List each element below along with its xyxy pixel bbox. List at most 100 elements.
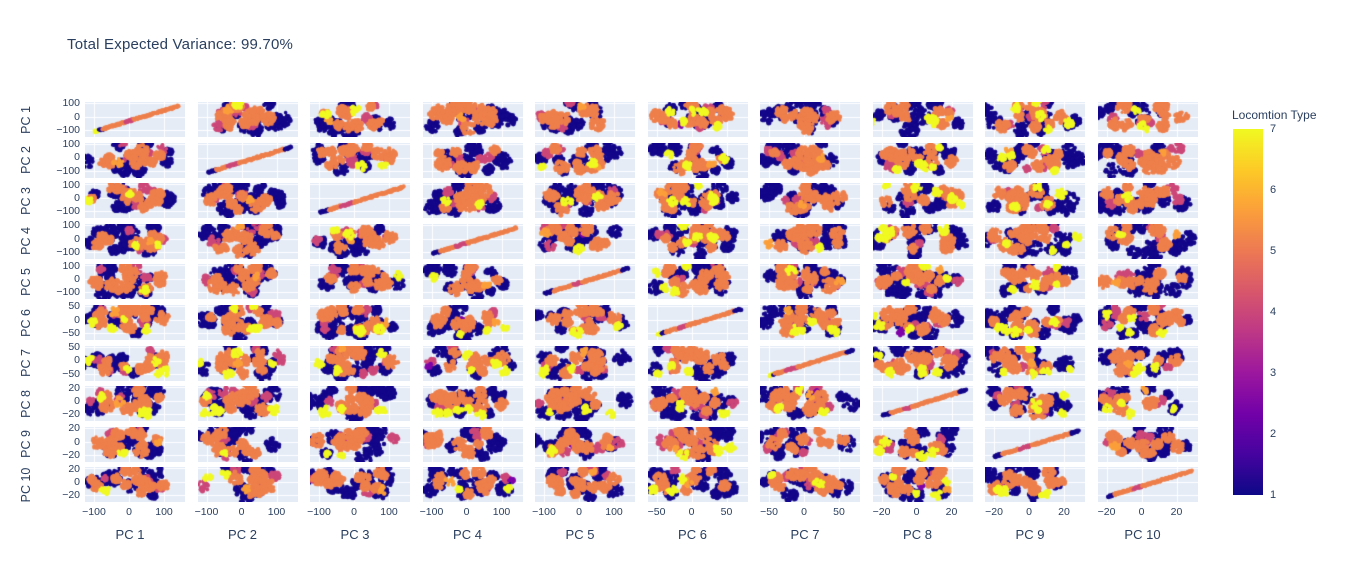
splom-cell[interactable]	[85, 386, 185, 422]
splom-cell[interactable]	[760, 305, 860, 340]
splom-cell[interactable]	[422, 223, 523, 259]
splom-cell[interactable]	[310, 223, 410, 259]
splom-cell[interactable]	[310, 305, 410, 340]
splom-cell[interactable]	[872, 142, 973, 178]
splom-cell[interactable]	[647, 305, 748, 340]
splom-cell[interactable]	[535, 467, 635, 503]
splom-cell[interactable]	[310, 345, 410, 381]
splom-cell[interactable]	[872, 345, 973, 381]
splom-cell[interactable]	[760, 183, 860, 219]
splom-cell[interactable]	[872, 183, 973, 219]
splom-cell[interactable]	[647, 142, 748, 178]
splom-cell[interactable]	[647, 386, 748, 422]
splom-cell[interactable]	[872, 102, 973, 137]
splom-cell[interactable]	[535, 345, 635, 381]
splom-cell[interactable]	[310, 386, 410, 422]
splom-cell[interactable]	[310, 264, 410, 300]
splom-cell[interactable]	[85, 467, 185, 503]
splom-cell[interactable]	[1097, 386, 1198, 422]
splom-cell[interactable]	[85, 183, 185, 219]
splom-cell[interactable]	[872, 223, 973, 259]
splom-cell[interactable]	[985, 142, 1085, 178]
splom-cell[interactable]	[1097, 102, 1198, 137]
splom-cell[interactable]	[985, 183, 1085, 219]
splom-cell[interactable]	[422, 467, 523, 503]
splom-cell[interactable]	[760, 345, 860, 381]
splom-cell[interactable]	[872, 426, 973, 462]
splom-cell[interactable]	[197, 305, 298, 340]
splom-cell[interactable]	[535, 183, 635, 219]
splom-cell[interactable]	[760, 386, 860, 422]
splom-cell[interactable]	[1097, 264, 1198, 300]
splom-cell[interactable]	[760, 426, 860, 462]
splom-cell[interactable]	[310, 467, 410, 503]
splom-cell[interactable]	[760, 102, 860, 137]
splom-cell[interactable]	[985, 467, 1085, 503]
splom-cell[interactable]	[872, 305, 973, 340]
splom-cell[interactable]	[535, 264, 635, 300]
splom-cell[interactable]	[647, 426, 748, 462]
splom-cell[interactable]	[760, 142, 860, 178]
splom-cell[interactable]	[760, 467, 860, 503]
splom-cell[interactable]	[647, 102, 748, 137]
splom-cell[interactable]	[197, 142, 298, 178]
splom-cell[interactable]	[535, 386, 635, 422]
splom-cell[interactable]	[1097, 426, 1198, 462]
splom-cell[interactable]	[535, 426, 635, 462]
splom-cell[interactable]	[310, 183, 410, 219]
splom-cell[interactable]	[85, 142, 185, 178]
splom-cell[interactable]	[647, 264, 748, 300]
splom-cell[interactable]	[535, 305, 635, 340]
splom-cell[interactable]	[1097, 223, 1198, 259]
splom-cell[interactable]	[1097, 345, 1198, 381]
splom-cell[interactable]	[422, 142, 523, 178]
splom-cell[interactable]	[872, 264, 973, 300]
splom-cell[interactable]	[1097, 467, 1198, 503]
splom-cell[interactable]	[85, 426, 185, 462]
splom-cell[interactable]	[1097, 305, 1198, 340]
splom-cell[interactable]	[647, 183, 748, 219]
splom-cell[interactable]	[422, 345, 523, 381]
splom-cell[interactable]	[197, 183, 298, 219]
splom-cell[interactable]	[310, 102, 410, 137]
splom-cell[interactable]	[310, 142, 410, 178]
splom-cell[interactable]	[985, 264, 1085, 300]
splom-cell[interactable]	[197, 426, 298, 462]
splom-cell[interactable]	[647, 345, 748, 381]
splom-cell[interactable]	[535, 142, 635, 178]
splom-cell[interactable]	[872, 467, 973, 503]
splom-cell[interactable]	[310, 426, 410, 462]
splom-cell[interactable]	[872, 386, 973, 422]
splom-cell[interactable]	[760, 264, 860, 300]
splom-cell[interactable]	[647, 223, 748, 259]
splom-cell[interactable]	[422, 264, 523, 300]
splom-cell[interactable]	[197, 264, 298, 300]
splom-cell[interactable]	[85, 223, 185, 259]
splom-cell[interactable]	[422, 305, 523, 340]
splom-cell[interactable]	[985, 305, 1085, 340]
splom-cell[interactable]	[85, 305, 185, 340]
splom-cell[interactable]	[422, 426, 523, 462]
splom-cell[interactable]	[197, 467, 298, 503]
splom-cell[interactable]	[197, 102, 298, 137]
splom-cell[interactable]	[985, 102, 1085, 137]
splom-cell[interactable]	[535, 223, 635, 259]
splom-cell[interactable]	[760, 223, 860, 259]
splom-cell[interactable]	[85, 345, 185, 381]
splom-cell[interactable]	[197, 345, 298, 381]
splom-cell[interactable]	[85, 264, 185, 300]
splom-cell[interactable]	[422, 102, 523, 137]
splom-cell[interactable]	[985, 386, 1085, 422]
splom-cell[interactable]	[422, 386, 523, 422]
splom-cell[interactable]	[197, 386, 298, 422]
splom-cell[interactable]	[85, 102, 185, 137]
splom-cell[interactable]	[1097, 183, 1198, 219]
splom-cell[interactable]	[197, 223, 298, 259]
splom-cell[interactable]	[647, 467, 748, 503]
splom-cell[interactable]	[985, 426, 1085, 462]
splom-cell[interactable]	[985, 345, 1085, 381]
splom-cell[interactable]	[985, 223, 1085, 259]
splom-cell[interactable]	[422, 183, 523, 219]
splom-cell[interactable]	[1097, 142, 1198, 178]
splom-cell[interactable]	[535, 102, 635, 137]
